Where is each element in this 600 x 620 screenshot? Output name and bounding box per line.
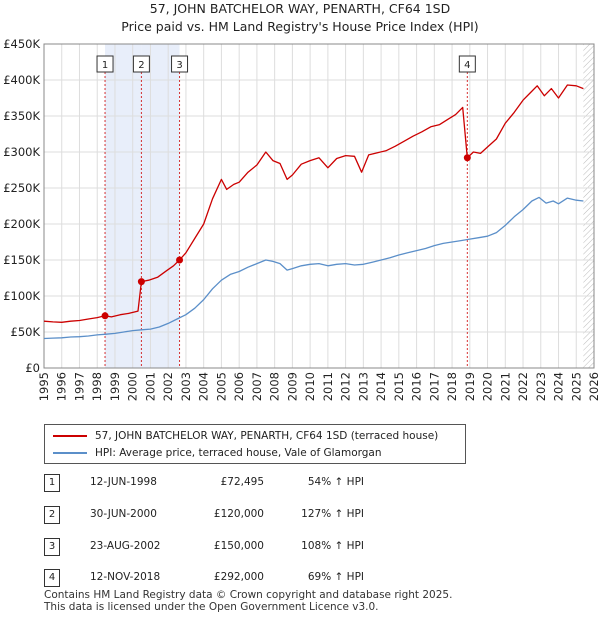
sale-hpi-change: 54% ↑ HPI	[307, 476, 364, 488]
sale-row: 2 30-JUN-2000 £120,000 127% ↑ HPI	[44, 506, 404, 524]
legend-swatch-hpi	[53, 452, 87, 454]
x-tick-label: 1995	[37, 372, 51, 401]
footer-licence: This data is licensed under the Open Gov…	[44, 601, 379, 613]
sale-price: £292,000	[213, 571, 264, 583]
chart-legend: 57, JOHN BATCHELOR WAY, PENARTH, CF64 1S…	[44, 424, 466, 464]
y-tick-label: £300K	[3, 145, 40, 159]
sale-span-shade	[141, 44, 180, 368]
footer-copyright: Contains HM Land Registry data © Crown c…	[44, 589, 453, 601]
x-tick-label: 2008	[268, 372, 282, 401]
sale-marker-box	[132, 55, 150, 73]
footer-attribution: Contains HM Land Registry data © Crown c…	[44, 589, 452, 613]
sale-number-badge: 1	[44, 474, 60, 492]
sale-marker-box	[171, 55, 189, 73]
y-tick-label: £250K	[3, 181, 40, 195]
sale-date: 12-JUN-1998	[90, 476, 157, 488]
chart-subtitle: Price paid vs. HM Land Registry's House …	[121, 19, 479, 34]
x-tick-label: 2018	[445, 372, 459, 401]
sale-date: 23-AUG-2002	[90, 540, 161, 552]
x-tick-label: 2007	[250, 372, 264, 401]
sale-point	[463, 154, 471, 162]
x-tick-label: 1997	[72, 372, 86, 401]
sale-price: £150,000	[213, 540, 264, 552]
y-tick-label: £0	[25, 361, 40, 375]
sale-hpi-change: 108% ↑ HPI	[301, 540, 364, 552]
x-tick-label: 2025	[569, 372, 583, 401]
x-tick-label: 2011	[321, 372, 335, 401]
price-chart: £0 £50K £100K £150K £200K £250K £300K £350K £400…	[3, 37, 600, 401]
x-tick-label: 2017	[427, 372, 441, 401]
plot-frame	[43, 43, 595, 369]
x-tick-label: 2024	[552, 372, 566, 401]
y-tick-label: £350K	[3, 109, 40, 123]
legend-label-hpi: HPI: Average price, terraced house, Vale…	[95, 447, 382, 459]
x-tick-label: 1998	[90, 372, 104, 401]
sale-number-badge: 3	[44, 538, 60, 556]
sale-marker-label: 3	[176, 60, 182, 71]
sale-row: 4 12-NOV-2018 £292,000 69% ↑ HPI	[44, 569, 404, 587]
x-tick-label: 2003	[179, 372, 193, 401]
legend-item-hpi: HPI: Average price, terraced house, Vale…	[53, 445, 382, 461]
y-tick-label: £100K	[3, 289, 40, 303]
x-tick-label: 2014	[374, 372, 388, 401]
y-tick-label: £150K	[3, 253, 40, 267]
x-tick-label: 2002	[161, 372, 175, 401]
x-tick-label: 2020	[481, 372, 495, 401]
sale-date: 30-JUN-2000	[90, 508, 157, 520]
sale-point	[176, 256, 184, 264]
chart-title: 57, JOHN BATCHELOR WAY, PENARTH, CF64 1S…	[149, 1, 451, 16]
x-tick-label: 2009	[285, 372, 299, 401]
x-tick-label: 2019	[463, 372, 477, 401]
sale-marker-label: 4	[464, 60, 470, 71]
sale-row: 1 12-JUN-1998 £72,495 54% ↑ HPI	[44, 474, 404, 492]
sale-point	[137, 278, 145, 286]
x-tick-label: 2016	[410, 372, 424, 401]
series-line-property	[43, 84, 584, 323]
x-tick-label: 2005	[214, 372, 228, 401]
y-tick-label: £400K	[3, 73, 40, 87]
sale-marker-box	[96, 55, 114, 73]
x-tick-label: 2010	[303, 372, 317, 401]
x-tick-label: 2022	[516, 372, 530, 401]
sale-marker-label: 2	[138, 60, 144, 71]
x-tick-label: 1996	[55, 372, 69, 401]
x-tick-label: 2023	[534, 372, 548, 401]
legend-item-property: 57, JOHN BATCHELOR WAY, PENARTH, CF64 1S…	[53, 428, 438, 444]
legend-swatch-property	[53, 435, 87, 437]
sale-hpi-change: 127% ↑ HPI	[301, 508, 364, 520]
x-tick-label: 2001	[143, 372, 157, 401]
forecast-region	[583, 44, 594, 368]
x-tick-label: 2012	[339, 372, 353, 401]
x-tick-label: 2004	[197, 372, 211, 401]
sale-number-badge: 4	[44, 569, 60, 587]
sale-price: £120,000	[213, 508, 264, 520]
x-tick-label: 2021	[498, 372, 512, 401]
y-tick-label: £450K	[3, 37, 40, 51]
sale-price: £72,495	[220, 476, 264, 488]
legend-label-property: 57, JOHN BATCHELOR WAY, PENARTH, CF64 1S…	[95, 430, 439, 442]
series-line-hpi	[43, 196, 584, 340]
x-tick-label: 2000	[126, 372, 140, 401]
sale-date: 12-NOV-2018	[90, 571, 161, 583]
x-tick-label: 2015	[392, 372, 406, 401]
sale-marker-box	[458, 55, 476, 73]
x-tick-label: 1999	[108, 372, 122, 401]
sale-row: 3 23-AUG-2002 £150,000 108% ↑ HPI	[44, 538, 404, 556]
sale-number-badge: 2	[44, 506, 60, 524]
sale-point	[101, 312, 109, 320]
sale-span-shade	[105, 44, 142, 368]
y-tick-label: £200K	[3, 217, 40, 231]
x-tick-label: 2013	[356, 372, 370, 401]
x-tick-label: 2026	[587, 372, 600, 401]
sale-marker-label: 1	[102, 60, 108, 71]
sale-hpi-change: 69% ↑ HPI	[307, 571, 364, 583]
y-tick-label: £50K	[11, 325, 41, 339]
x-tick-label: 2006	[232, 372, 246, 401]
